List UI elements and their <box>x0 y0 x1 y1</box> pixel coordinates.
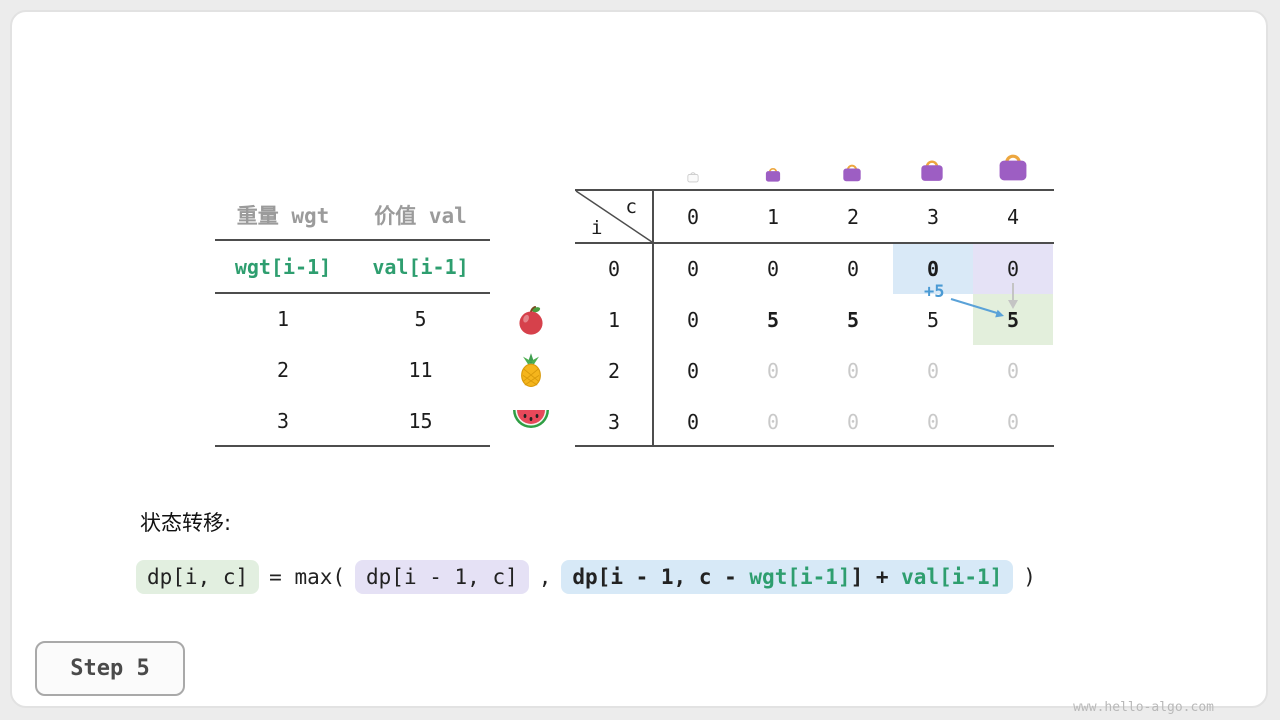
item-value: 5 <box>414 306 427 331</box>
bag-icon-capacity-4 <box>994 149 1032 183</box>
dp-row-header: 0 <box>607 256 621 281</box>
dp-cell: 0 <box>686 256 700 281</box>
formula-lhs: dp[i, c] <box>136 560 260 594</box>
dp-cell: 0 <box>846 358 860 383</box>
watermark: www.hello-algo.com <box>1073 700 1214 715</box>
dp-cell: 0 <box>1006 358 1020 383</box>
item-weight: 2 <box>276 357 290 382</box>
dp-cell-source-skip: 0 <box>973 243 1053 294</box>
dp-cell: 0 <box>686 409 700 434</box>
dp-cell: 0 <box>686 358 700 383</box>
items-table-divider <box>215 292 490 294</box>
dp-corner-row-label: i <box>591 217 603 239</box>
items-header-value: 价值 val <box>374 204 467 228</box>
pineapple-icon <box>515 352 547 388</box>
dp-cell: 0 <box>926 358 940 383</box>
formula-arg-take-val: val[i-1] <box>901 565 1003 589</box>
dp-col-header: 4 <box>1006 204 1020 229</box>
items-formula-val: val[i-1] <box>372 254 469 279</box>
dp-row-header: 3 <box>607 409 621 434</box>
dp-cell: 0 <box>766 409 780 434</box>
bag-icon-capacity-2 <box>840 161 864 183</box>
dp-cell: 0 <box>686 307 700 332</box>
formula-eq-max: = max( <box>269 565 346 589</box>
dp-col-header: 1 <box>766 204 780 229</box>
bag-icon-capacity-3 <box>917 156 947 183</box>
bag-icon-capacity-1 <box>763 165 783 183</box>
dp-row-header: 2 <box>607 358 621 383</box>
transition-gain-annotation: +5 <box>924 282 945 302</box>
dp-corner-cell: c i <box>575 190 653 243</box>
watermelon-icon <box>511 406 551 434</box>
dp-cell: 0 <box>846 256 860 281</box>
item-weight: 3 <box>276 408 290 433</box>
dp-corner-col-label: c <box>625 196 637 218</box>
dp-col-header: 2 <box>846 204 860 229</box>
formula-close-paren: ) <box>1023 565 1036 589</box>
items-table-divider <box>215 239 490 241</box>
dp-cell: 0 <box>846 409 860 434</box>
dp-cell: 5 <box>846 307 860 332</box>
dp-col-header: 0 <box>686 204 700 229</box>
bag-icon-capacity-0 <box>686 170 700 183</box>
dp-cell-source-take: 0 <box>893 243 973 294</box>
dp-cell: 0 <box>1006 409 1020 434</box>
dp-cell: 5 <box>926 307 940 332</box>
dp-cell: 0 <box>766 358 780 383</box>
dp-cell-current: 5 <box>973 294 1053 345</box>
dp-col-header: 3 <box>926 204 940 229</box>
item-weight: 1 <box>276 306 290 331</box>
dp-row-header: 1 <box>607 307 621 332</box>
dp-table-row-header-divider <box>652 189 654 447</box>
dp-cell: 0 <box>926 409 940 434</box>
dp-table-header-divider <box>575 242 1054 244</box>
formula-arg-take-text: dp[i - 1, c - <box>572 565 750 589</box>
dp-cell: 0 <box>766 256 780 281</box>
transition-formula: dp[i, c] = max( dp[i - 1, c] , dp[i - 1,… <box>136 560 1036 594</box>
formula-comma: , <box>538 565 552 589</box>
dp-table-border-bottom <box>575 445 1054 447</box>
formula-arg-skip: dp[i - 1, c] <box>355 560 529 594</box>
apple-icon <box>515 304 547 336</box>
step-badge: Step 5 <box>35 641 185 696</box>
formula-arg-take-text: ] + <box>850 565 902 589</box>
dp-cell: 5 <box>766 307 780 332</box>
items-header-weight: 重量 wgt <box>236 204 330 228</box>
formula-arg-take: dp[i - 1, c - wgt[i-1]] + val[i-1] <box>561 560 1014 594</box>
formula-arg-take-wgt: wgt[i-1] <box>749 565 851 589</box>
items-formula-wgt: wgt[i-1] <box>234 254 332 279</box>
dp-table: c i 0 1 2 3 4 0 0 0 0 0 0 1 0 5 5 5 5 2 … <box>575 190 1053 447</box>
transition-label: 状态转移: <box>140 511 232 535</box>
item-value: 15 <box>408 408 433 433</box>
items-table: 重量 wgt 价值 val wgt[i-1] val[i-1] 1 5 2 11… <box>215 190 490 446</box>
dp-table-border-top <box>575 189 1054 191</box>
items-table-divider <box>215 445 490 447</box>
item-value: 11 <box>408 357 433 382</box>
